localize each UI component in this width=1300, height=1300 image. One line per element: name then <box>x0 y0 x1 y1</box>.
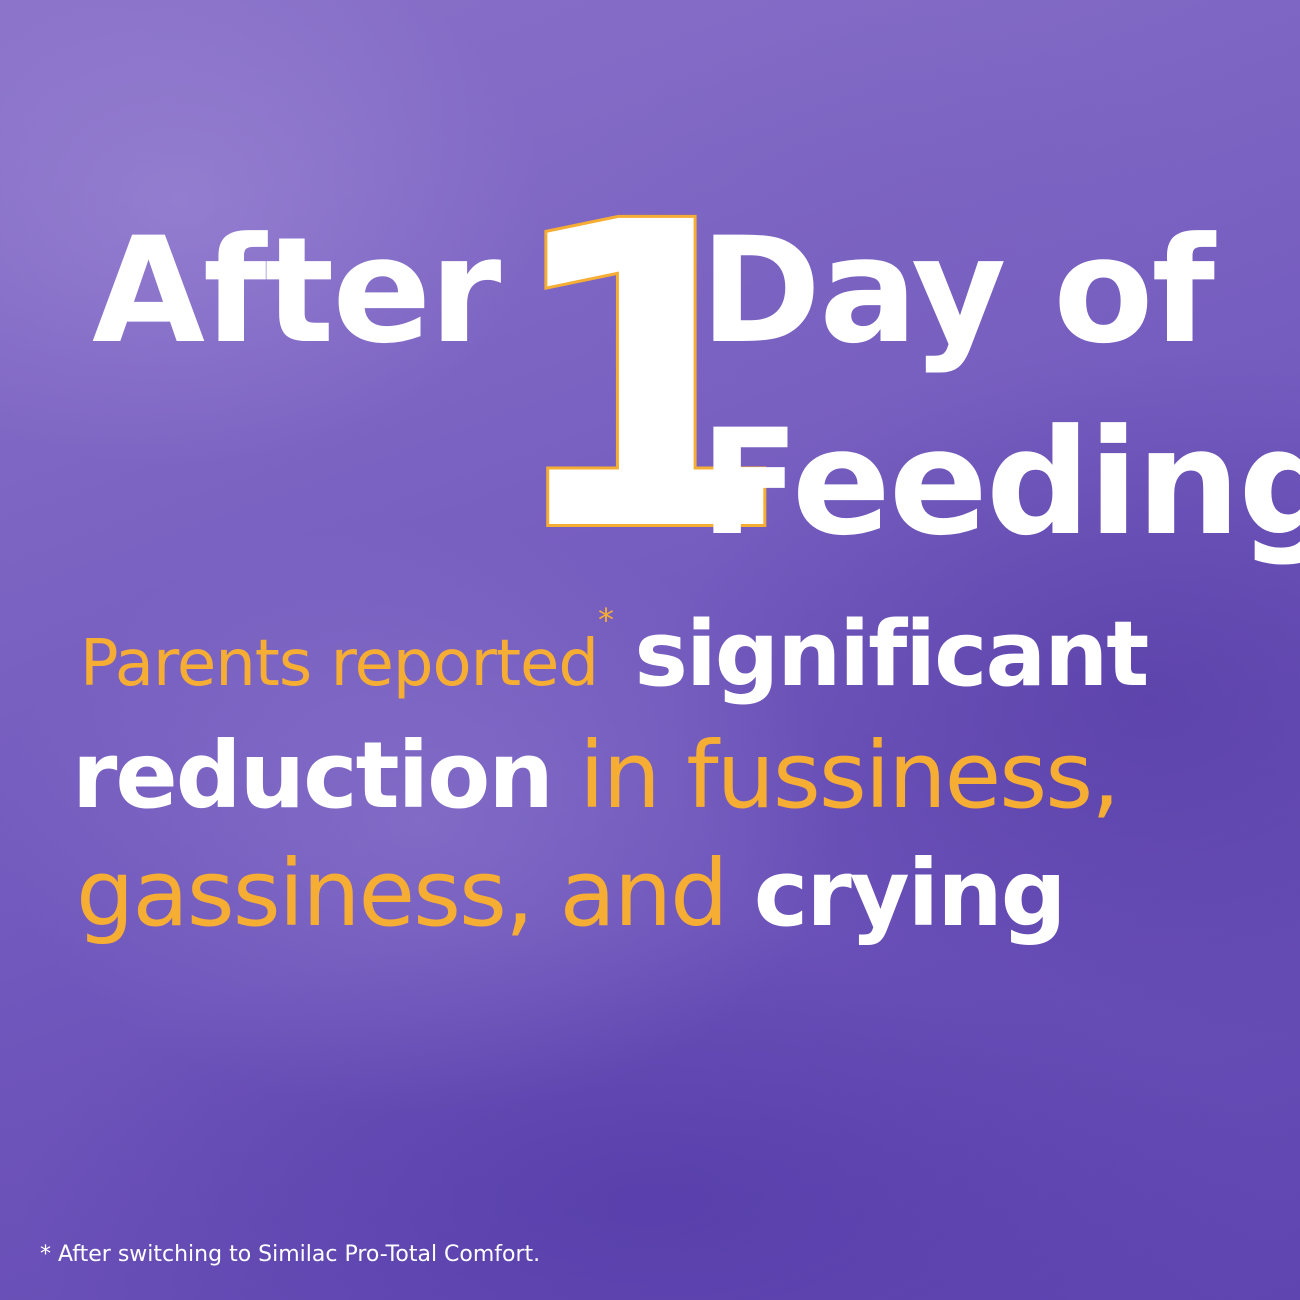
headline-number: 1 <box>497 135 795 624</box>
significant-text: significant <box>634 602 1149 707</box>
parents-reported-text: Parents reported <box>80 627 599 701</box>
headline-feeding: Feeding <box>700 398 1300 568</box>
asterisk-mark: * <box>598 601 615 639</box>
footnote: * After switching to Similac Pro-Total C… <box>40 1242 541 1267</box>
reduction-text: reduction <box>72 722 554 829</box>
in-fussiness-text: in fussiness, <box>579 722 1120 829</box>
gassiness-and-text: gassiness, and <box>76 840 729 947</box>
claim-line-1: Parents reported* significant <box>80 604 1149 701</box>
headline-day-of: Day of <box>700 206 1215 376</box>
claim-line-3: gassiness, and crying <box>76 848 1067 940</box>
headline-after: After <box>92 206 501 376</box>
claim-line-2: reduction in fussiness, <box>72 730 1120 822</box>
crying-text: crying <box>753 840 1067 947</box>
